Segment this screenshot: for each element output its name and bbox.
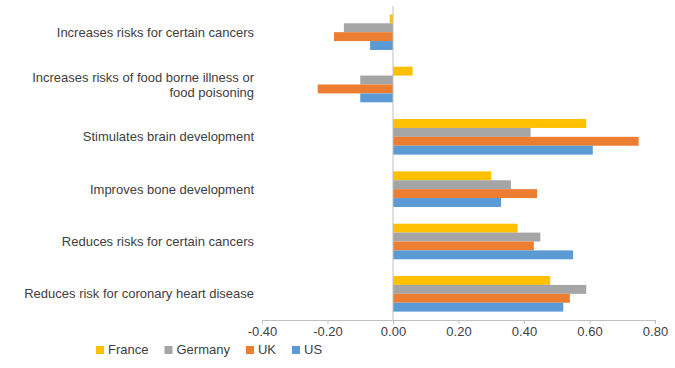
bar	[370, 41, 393, 50]
tick: -0.40	[248, 320, 278, 339]
category-label-line: food poisoning	[169, 85, 254, 100]
bar	[393, 146, 593, 155]
bar	[334, 32, 393, 41]
tick: -0.20	[313, 320, 343, 339]
bar	[393, 233, 540, 242]
tick-label: -0.40	[248, 324, 278, 339]
category-label: Increases risks for certain cancers	[57, 25, 255, 40]
bar	[393, 250, 573, 259]
bar	[360, 93, 393, 102]
legend-swatch	[96, 346, 104, 354]
bar	[360, 76, 393, 85]
legend-item: France	[96, 342, 148, 357]
legend-item: Germany	[164, 342, 230, 357]
legend-label: US	[304, 342, 322, 357]
tick-label: -0.20	[313, 324, 343, 339]
bar	[393, 128, 531, 137]
legend-item: US	[292, 342, 322, 357]
legend-item: UK	[246, 342, 276, 357]
tick: 0.80	[643, 320, 668, 339]
bar	[393, 189, 537, 198]
series	[344, 23, 586, 294]
chart: -0.40 -0.20 0.00 0.20 0.40 0.60 0.80 Increases …	[0, 0, 675, 368]
tick: 0.60	[577, 320, 602, 339]
category-label: Stimulates brain development	[83, 129, 255, 144]
tick: 0.40	[512, 320, 537, 339]
bars	[318, 14, 639, 311]
series	[360, 41, 593, 312]
bar	[344, 23, 393, 32]
tick: 0.20	[446, 320, 471, 339]
category-label-line: Increases risks of food borne illness or	[32, 70, 254, 85]
tick-label: 0.60	[577, 324, 602, 339]
bar	[393, 119, 586, 128]
bar	[393, 276, 550, 285]
series	[318, 32, 639, 303]
bar	[393, 180, 511, 189]
bar	[393, 171, 491, 180]
bar	[393, 137, 639, 146]
category-label: Reduces risks for certain cancers	[62, 234, 255, 249]
category-label-line: Improves bone development	[90, 182, 254, 197]
tick-label: 0.00	[381, 324, 406, 339]
legend: France Germany UK US	[96, 342, 322, 357]
category-labels: Increases risks for certain cancers Incre…	[24, 25, 254, 302]
legend-swatch	[246, 346, 254, 354]
category-label: Improves bone development	[90, 182, 254, 197]
x-axis: -0.40 -0.20 0.00 0.20 0.40 0.60 0.80	[248, 320, 668, 339]
tick-label: 0.40	[512, 324, 537, 339]
bar	[318, 85, 393, 94]
legend-label: UK	[258, 342, 276, 357]
zero-line	[393, 6, 394, 320]
bar	[393, 294, 570, 303]
category-label-line: Stimulates brain development	[83, 129, 255, 144]
tick-label: 0.80	[643, 324, 668, 339]
category-label-line: Increases risks for certain cancers	[57, 25, 255, 40]
category-label-line: Reduces risk for coronary heart disease	[24, 286, 254, 301]
plot: -0.40 -0.20 0.00 0.20 0.40 0.60 0.80	[248, 6, 668, 339]
bar	[393, 303, 563, 312]
category-label-line: Reduces risks for certain cancers	[62, 234, 255, 249]
tick-label: 0.20	[446, 324, 471, 339]
legend-swatch	[164, 346, 172, 354]
bar	[393, 242, 534, 251]
bar	[393, 285, 586, 294]
legend-label: Germany	[176, 342, 230, 357]
category-label: Reduces risk for coronary heart disease	[24, 286, 254, 301]
tick: 0.00	[381, 320, 406, 339]
legend-swatch	[292, 346, 300, 354]
category-label: Increases risks of food borne illness or…	[32, 70, 254, 100]
legend-label: France	[108, 342, 148, 357]
bar	[393, 224, 517, 233]
bar	[393, 198, 501, 207]
bar	[393, 67, 413, 76]
